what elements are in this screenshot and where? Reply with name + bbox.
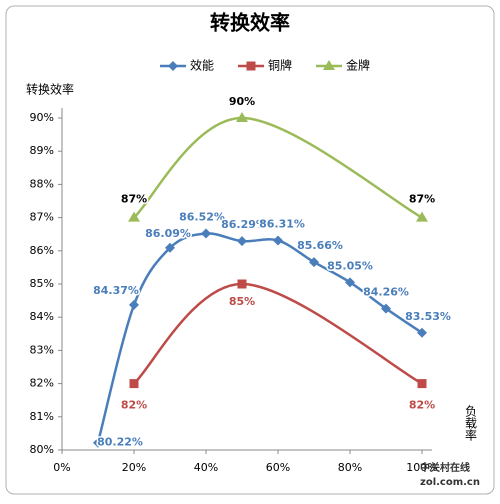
series-line (96, 232, 423, 444)
legend-label: 铜牌 (268, 58, 292, 73)
marker (237, 236, 247, 247)
marker (309, 257, 319, 268)
value-label: 82% (409, 399, 435, 412)
x-tick-label: 20% (122, 461, 146, 474)
marker (129, 379, 139, 389)
x-tick-label: 40% (194, 461, 218, 474)
marker (246, 61, 256, 71)
value-label: 84.37% (93, 284, 139, 297)
marker (323, 60, 335, 70)
marker (129, 299, 139, 310)
value-label: 85.66% (297, 239, 343, 252)
value-label: 87% (121, 193, 147, 206)
marker (345, 277, 355, 288)
value-label: 82% (121, 399, 147, 412)
legend-label: 效能 (190, 58, 214, 73)
y-tick-label: 86% (30, 244, 54, 257)
x-axis-title-text: 负载率 (464, 405, 478, 441)
y-tick-label: 85% (30, 277, 54, 290)
marker (417, 327, 427, 338)
y-axis-title: 转换效率 (26, 82, 74, 97)
value-label: 86.31% (259, 218, 305, 231)
marker (168, 61, 178, 71)
series: 80.22% 84.37% 86.09% 86.52%86.29%86.31% 85.6… (92, 209, 453, 450)
legend-label: 金牌 (346, 58, 370, 73)
x-axis-title: 负载率 (464, 405, 478, 441)
y-tick-label: 81% (30, 410, 54, 423)
value-label: 86.09% (145, 227, 191, 240)
value-label: 85% (229, 295, 255, 308)
series: 82% 85% 82% (119, 279, 437, 413)
value-label: 90% (229, 95, 255, 108)
y-tick-label: 90% (30, 111, 54, 124)
watermark: zol.com.cn (420, 477, 480, 488)
watermark: 中关村在线 (420, 461, 470, 474)
y-tick-label: 83% (30, 343, 54, 356)
chart-frame (5, 5, 495, 495)
marker (237, 279, 247, 289)
y-tick-label: 88% (30, 177, 54, 190)
marker (273, 235, 283, 246)
y-tick-label: 89% (30, 144, 54, 157)
x-tick-label: 100% (406, 461, 437, 474)
marker (381, 303, 391, 314)
marker (165, 242, 175, 253)
value-label: 83.53% (405, 310, 451, 323)
x-tick-label: 80% (338, 461, 362, 474)
y-tick-label: 84% (30, 310, 54, 323)
series: 87% 90% 87% (119, 94, 437, 222)
y-tick-label: 82% (30, 377, 54, 390)
marker (417, 379, 427, 389)
marker (201, 228, 211, 239)
value-label: 87% (409, 193, 435, 206)
value-label: 86.29% (221, 218, 267, 231)
marker (93, 437, 103, 448)
marker (236, 112, 248, 122)
chart-title: 转换效率 (210, 11, 290, 35)
value-label: 80.22% (97, 436, 143, 449)
value-label: 85.05% (327, 259, 373, 272)
legend: 效能 铜牌 金牌 (160, 58, 370, 73)
value-label: 84.26% (363, 286, 409, 299)
x-tick-label: 0% (53, 461, 70, 474)
marker (128, 211, 140, 222)
marker (416, 211, 428, 222)
value-label: 86.52% (179, 211, 225, 224)
y-tick-label: 87% (30, 211, 54, 224)
y-tick-label: 80% (30, 443, 54, 456)
x-tick-label: 60% (266, 461, 290, 474)
